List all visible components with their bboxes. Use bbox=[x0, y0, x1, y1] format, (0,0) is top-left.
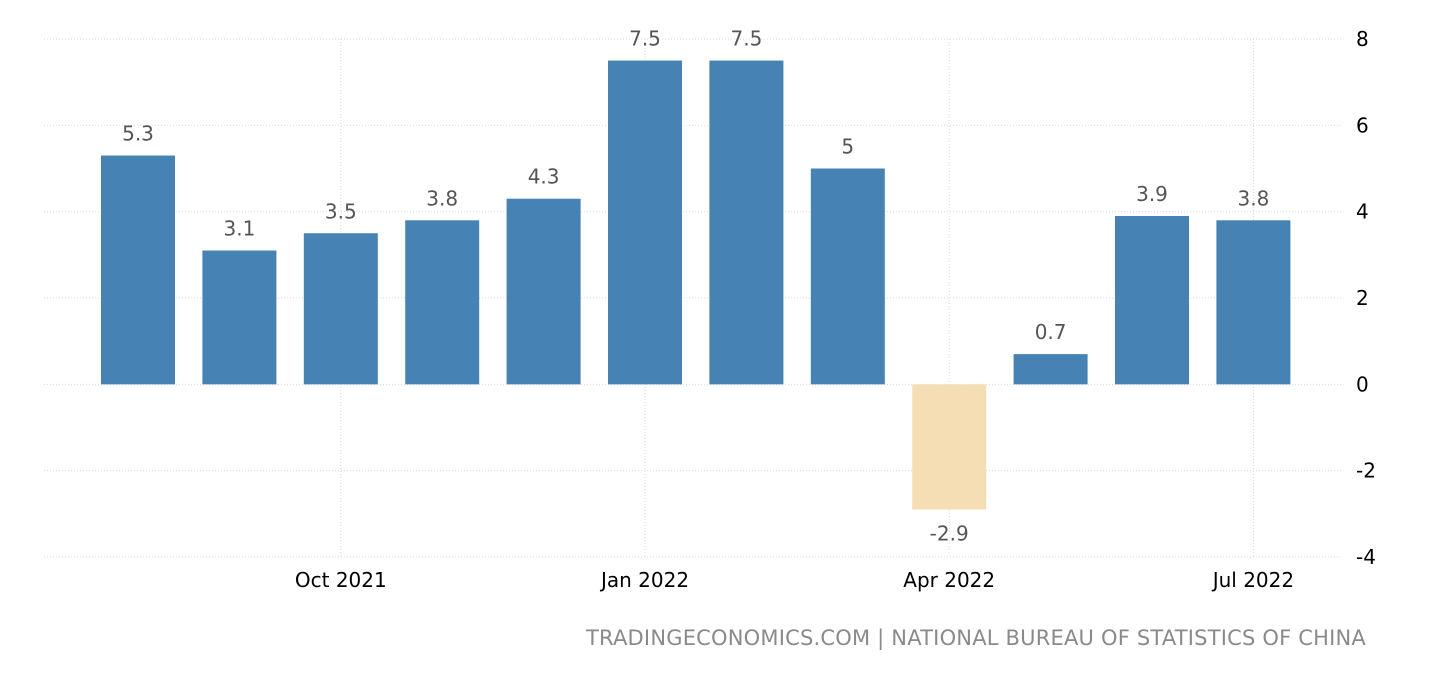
bar bbox=[1115, 215, 1189, 385]
bar bbox=[1013, 354, 1088, 385]
bar-value-label: 0.7 bbox=[1035, 320, 1067, 344]
bar bbox=[709, 60, 784, 385]
bar bbox=[912, 384, 987, 510]
y-tick-label: 0 bbox=[1356, 372, 1369, 396]
bar bbox=[101, 155, 175, 385]
bars bbox=[101, 60, 1291, 510]
y-axis: 8 6 4 2 0 -2 -4 bbox=[1356, 27, 1376, 569]
y-tick-label: 8 bbox=[1356, 27, 1369, 51]
bar-value-label: 3.8 bbox=[1237, 186, 1269, 210]
bar-value-label: 5 bbox=[841, 135, 854, 159]
bar bbox=[303, 233, 378, 385]
y-tick-label: 2 bbox=[1356, 286, 1369, 310]
y-tick-label: 6 bbox=[1356, 113, 1369, 137]
bar-value-label: 7.5 bbox=[730, 27, 762, 51]
x-axis: Oct 2021 Jan 2022 Apr 2022 Jul 2022 bbox=[295, 568, 1294, 592]
bar-value-label: 4.3 bbox=[528, 165, 560, 189]
bar-value-label: 3.8 bbox=[426, 186, 458, 210]
source-attribution: TRADINGECONOMICS.COM | NATIONAL BUREAU O… bbox=[586, 626, 1366, 650]
x-tick-label: Jul 2022 bbox=[1211, 568, 1294, 592]
bar-chart: 5.3 3.1 3.5 3.8 4.3 7.5 7.5 5 -2.9 0.7 3.9 3.8 8 6 4 2… bbox=[44, 27, 1376, 592]
bar bbox=[405, 220, 480, 385]
y-tick-label: -4 bbox=[1356, 545, 1376, 569]
y-tick-label: 4 bbox=[1356, 200, 1369, 224]
bar-value-label: 7.5 bbox=[629, 27, 661, 51]
bar-value-label: 3.9 bbox=[1136, 182, 1168, 206]
bar-value-label: 3.5 bbox=[325, 199, 357, 223]
bar bbox=[608, 60, 682, 385]
data-labels: 5.3 3.1 3.5 3.8 4.3 7.5 7.5 5 -2.9 0.7 3.9 3.8 bbox=[122, 27, 1269, 546]
bar bbox=[810, 168, 885, 385]
x-tick-label: Oct 2021 bbox=[295, 568, 387, 592]
bar bbox=[1216, 220, 1291, 385]
y-tick-label: -2 bbox=[1356, 459, 1376, 483]
bar-value-label: 5.3 bbox=[122, 122, 154, 146]
bar-value-label: 3.1 bbox=[223, 217, 255, 241]
x-tick-label: Jan 2022 bbox=[599, 568, 689, 592]
bar bbox=[506, 198, 581, 385]
bar bbox=[202, 250, 277, 385]
bar-value-label: -2.9 bbox=[930, 522, 969, 546]
x-tick-label: Apr 2022 bbox=[903, 568, 995, 592]
